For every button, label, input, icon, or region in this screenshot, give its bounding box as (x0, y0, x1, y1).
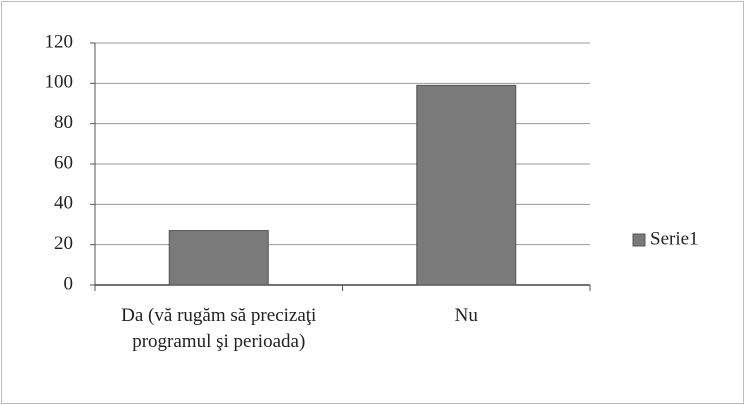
y-tick-label: 120 (45, 31, 74, 52)
y-tick-label: 100 (45, 72, 74, 93)
y-tick-label: 20 (54, 233, 73, 254)
y-tick-label: 80 (54, 112, 73, 133)
bar (168, 230, 269, 286)
y-tick-label: 60 (54, 152, 73, 173)
x-tick-label: Nu (454, 305, 478, 326)
x-tick-label: Da (vă rugăm să precizaţi programul şi p… (121, 305, 317, 352)
y-tick-label: 40 (54, 193, 73, 214)
legend-swatch (632, 233, 646, 247)
y-tick-label: 0 (64, 273, 74, 294)
bar (416, 84, 517, 286)
legend-label: Serie1 (650, 228, 699, 249)
